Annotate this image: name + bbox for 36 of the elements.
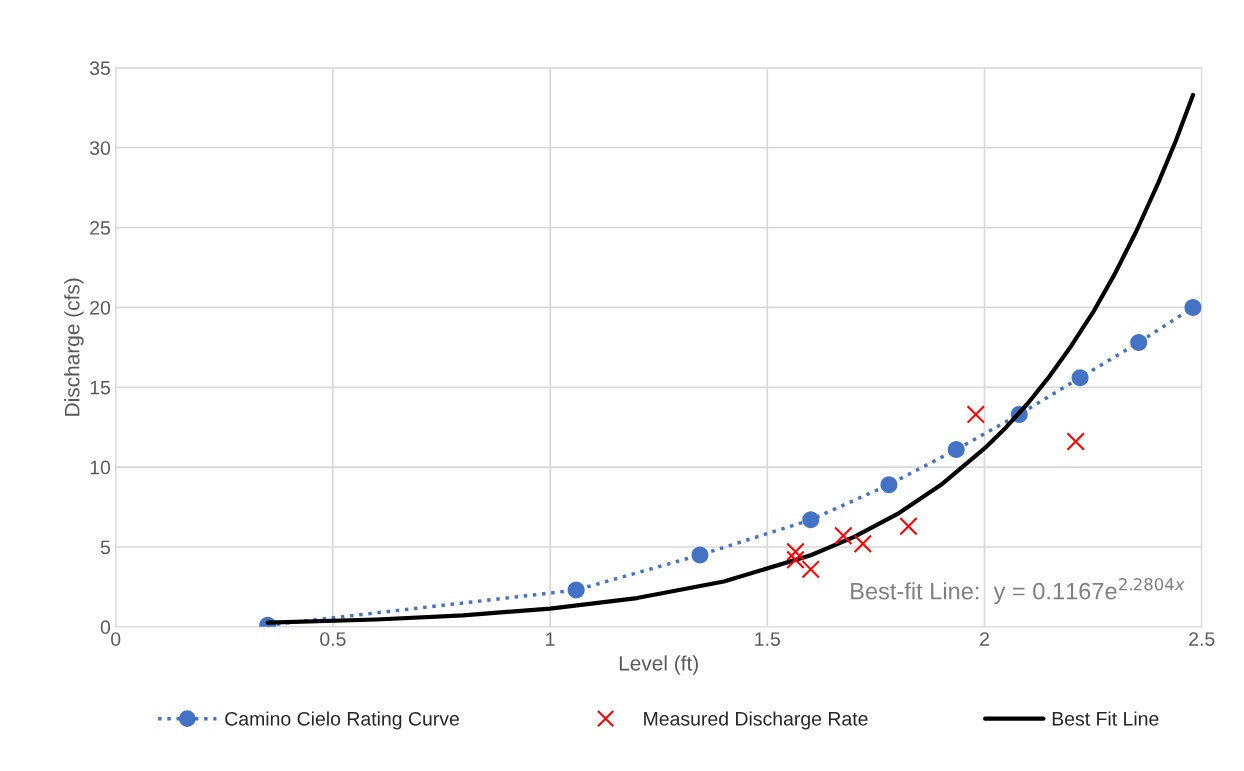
point	[899, 516, 918, 536]
y-tick-label: 20	[90, 300, 111, 315]
y-tick-label: 5	[100, 540, 111, 555]
annotation: Best-fit Line: y = 0.1167e$^{2.2804x}$	[851, 578, 1185, 605]
x-tick-label: 2	[980, 632, 989, 646]
x-tick-label: 1	[546, 632, 555, 646]
y-tick-label: 10	[90, 460, 111, 475]
point	[1066, 432, 1085, 451]
point	[834, 526, 853, 546]
point	[947, 441, 965, 459]
point	[691, 546, 709, 564]
point	[786, 550, 805, 569]
legend-label: Measured Discharge Rate	[644, 711, 868, 730]
point	[1184, 298, 1202, 316]
x-tick-label: 0.5	[320, 632, 346, 646]
point	[801, 560, 820, 579]
x-tick-label: 2.5	[1189, 632, 1215, 646]
point	[880, 476, 898, 494]
point	[966, 405, 986, 424]
y-tick-label: 15	[90, 380, 111, 395]
legend-label: Camino Cielo Rating Curve	[225, 711, 459, 730]
x-tick-label: 0	[111, 632, 121, 646]
y-tick-label: 35	[89, 61, 111, 76]
point	[1071, 369, 1089, 387]
x-tick-label: 1.5	[755, 632, 780, 646]
point	[802, 511, 820, 529]
x-axis-title: Level (ft)	[619, 655, 698, 675]
point	[853, 534, 873, 554]
y-tick-label: 25	[90, 221, 111, 235]
y-tick-label: 0	[100, 620, 111, 635]
y-tick-label: 30	[89, 141, 111, 155]
point	[1130, 334, 1148, 352]
y-axis-title: Discharge (cfs)	[64, 278, 84, 416]
point	[567, 581, 585, 599]
legend-label: Best Fit Line	[1052, 711, 1159, 726]
point	[786, 542, 805, 562]
